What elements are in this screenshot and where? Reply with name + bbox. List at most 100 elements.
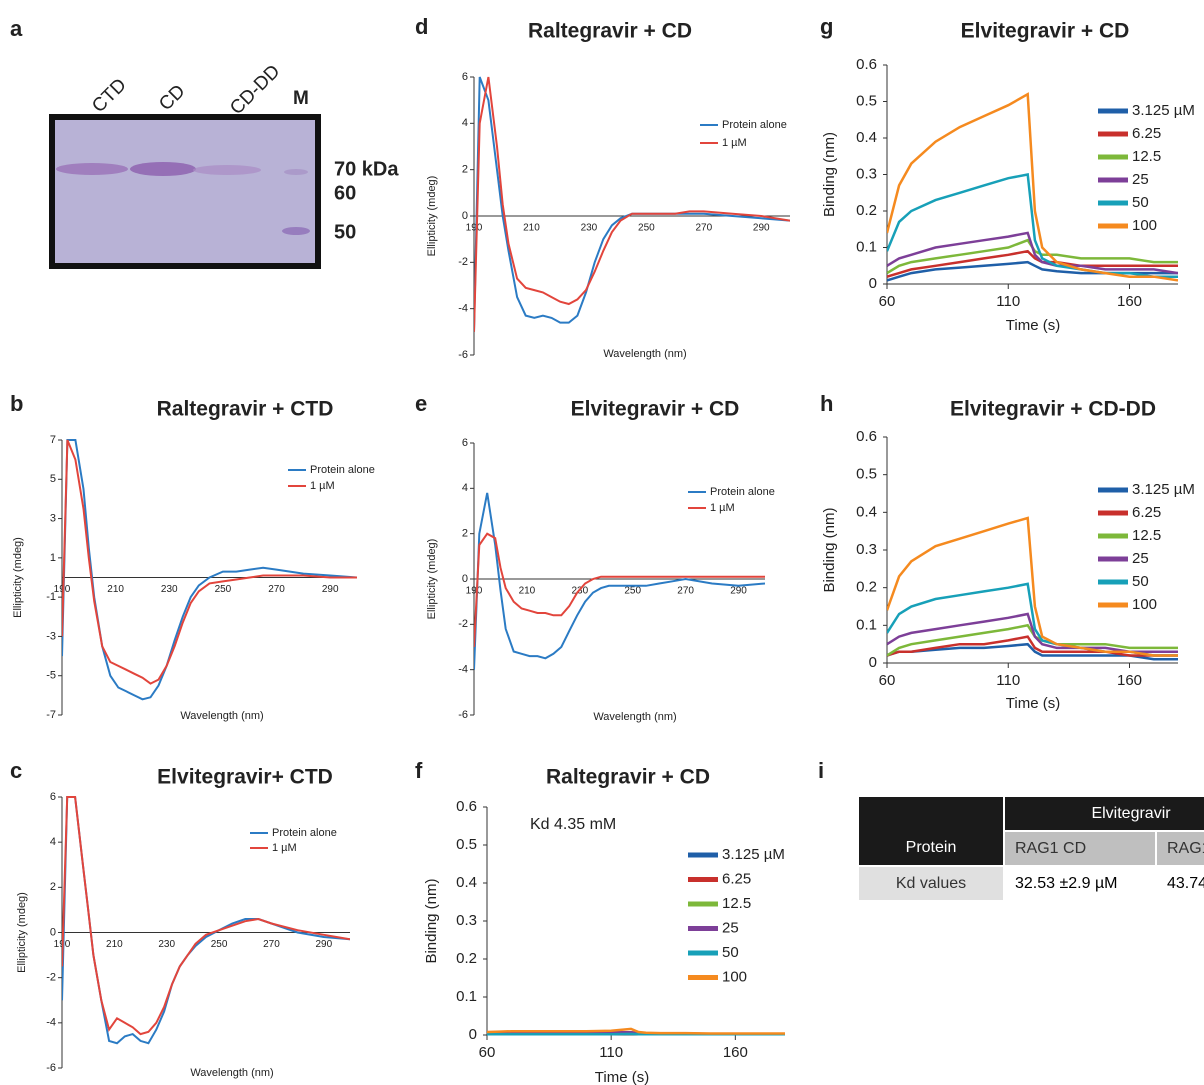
legend-label: 25 — [1132, 550, 1149, 567]
panel-label: c — [10, 758, 22, 783]
y-tick-label: 0.5 — [456, 836, 477, 853]
legend-label: 50 — [722, 944, 739, 961]
x-tick-label: 230 — [158, 939, 175, 950]
table-row: Kd values 32.53 ±2.9 µM 43.74 — [858, 866, 1204, 901]
y-tick-label: 0 — [462, 210, 468, 222]
chart-title: Elvitegravir + CD-DD — [950, 398, 1156, 421]
legend-label: 3.125 µM — [722, 846, 785, 863]
y-tick-label: 6 — [462, 71, 468, 83]
gel-band — [56, 163, 128, 175]
panel-label: i — [818, 758, 824, 783]
y-tick-label: 0 — [869, 654, 877, 671]
x-tick-label: 250 — [211, 939, 228, 950]
marker-label: 70 kDa — [334, 158, 399, 180]
y-tick-label: -3 — [46, 630, 56, 642]
y-tick-label: 0.3 — [856, 541, 877, 558]
kd-table: Protein Elvitegravir RAG1 CD RAG1 Kd val… — [857, 795, 1204, 902]
table-header-cell: Protein — [858, 796, 1004, 866]
gel-band — [282, 227, 310, 235]
x-axis-label: Time (s) — [1006, 317, 1060, 334]
table: Protein Elvitegravir RAG1 CD RAG1 Kd val… — [857, 795, 1204, 902]
legend-label: 1 µM — [722, 137, 747, 149]
chart-title: Raltegravir + CD — [528, 20, 692, 43]
data-line — [62, 440, 357, 699]
lane-label: CD-DD — [226, 61, 284, 119]
y-tick-label: 0 — [462, 573, 468, 585]
x-tick-label: 190 — [466, 586, 483, 597]
x-tick-label: 60 — [879, 293, 896, 310]
chart-title: Elvitegravir + CD — [571, 398, 740, 421]
y-tick-label: 2 — [462, 528, 468, 540]
y-tick-label: 6 — [50, 791, 56, 803]
legend-label: 12.5 — [1132, 527, 1161, 544]
y-tick-label: 0.2 — [856, 579, 877, 596]
data-line — [474, 77, 790, 332]
y-tick-label: 0.1 — [856, 616, 877, 633]
gel-band — [284, 169, 308, 175]
y-axis-label: Ellipticity (mdeg) — [426, 539, 438, 620]
x-axis-label: Time (s) — [1006, 695, 1060, 712]
legend-label: 6.25 — [722, 870, 751, 887]
legend-label: 6.25 — [1132, 504, 1161, 521]
x-axis-label: Wavelength (nm) — [593, 711, 676, 723]
x-tick-label: 290 — [315, 939, 332, 950]
x-tick-label: 210 — [107, 584, 124, 595]
y-tick-label: 0.6 — [856, 56, 877, 73]
legend-label: 25 — [1132, 171, 1149, 188]
y-tick-label: 4 — [50, 836, 56, 848]
panel-label: h — [820, 391, 833, 416]
y-tick-label: -5 — [46, 670, 56, 682]
x-tick-label: 160 — [723, 1044, 748, 1061]
table-row: Protein Elvitegravir — [858, 796, 1204, 831]
y-tick-label: 0.1 — [456, 988, 477, 1005]
table-cell: 43.74 — [1156, 866, 1204, 901]
panel-label: a — [10, 16, 23, 41]
legend-label: Protein alone — [722, 119, 787, 131]
data-line — [62, 440, 357, 684]
y-tick-label: 0 — [50, 926, 56, 938]
y-tick-label: -6 — [458, 709, 468, 721]
y-axis-label: Ellipticity (mdeg) — [12, 537, 24, 618]
x-tick-label: 230 — [161, 584, 178, 595]
x-tick-label: 60 — [479, 1044, 496, 1061]
x-axis-label: Wavelength (nm) — [603, 348, 686, 360]
gel-band — [130, 162, 196, 176]
panel-label: d — [415, 14, 428, 39]
panel-label: b — [10, 391, 23, 416]
x-tick-label: 210 — [523, 223, 540, 234]
x-tick-label: 230 — [581, 223, 598, 234]
y-tick-label: 2 — [462, 164, 468, 176]
x-tick-label: 290 — [753, 223, 770, 234]
y-tick-label: 3 — [50, 512, 56, 524]
y-tick-label: 0 — [469, 1026, 477, 1043]
x-tick-label: 230 — [571, 586, 588, 597]
legend-label: Protein alone — [310, 464, 375, 476]
x-tick-label: 210 — [519, 586, 536, 597]
y-axis-label: Ellipticity (mdeg) — [426, 176, 438, 257]
y-tick-label: 0.4 — [456, 874, 477, 891]
y-tick-label: 0.6 — [856, 428, 877, 445]
x-tick-label: 160 — [1117, 672, 1142, 689]
x-tick-label: 270 — [263, 939, 280, 950]
legend-label: 50 — [1132, 573, 1149, 590]
y-tick-label: -4 — [458, 664, 468, 676]
panel-label: f — [415, 758, 423, 783]
y-tick-label: -2 — [458, 618, 468, 630]
y-axis-label: Ellipticity (mdeg) — [16, 892, 28, 973]
legend-label: 6.25 — [1132, 125, 1161, 142]
table-header-cell: Elvitegravir — [1004, 796, 1204, 831]
y-tick-label: 4 — [462, 482, 468, 494]
y-axis-label: Binding (nm) — [423, 878, 440, 963]
annotation: Kd 4.35 mM — [530, 816, 616, 833]
y-tick-label: -6 — [458, 349, 468, 361]
table-cell: Kd values — [858, 866, 1004, 901]
legend-label: 1 µM — [272, 842, 297, 854]
y-axis-label: Binding (nm) — [821, 507, 838, 592]
y-axis-label: Binding (nm) — [821, 132, 838, 217]
legend-label: 25 — [722, 919, 739, 936]
panel-label: g — [820, 14, 833, 39]
y-tick-label: 0.2 — [456, 950, 477, 967]
y-tick-label: -2 — [458, 256, 468, 268]
y-tick-label: 0.5 — [856, 92, 877, 109]
x-tick-label: 110 — [996, 672, 1020, 689]
